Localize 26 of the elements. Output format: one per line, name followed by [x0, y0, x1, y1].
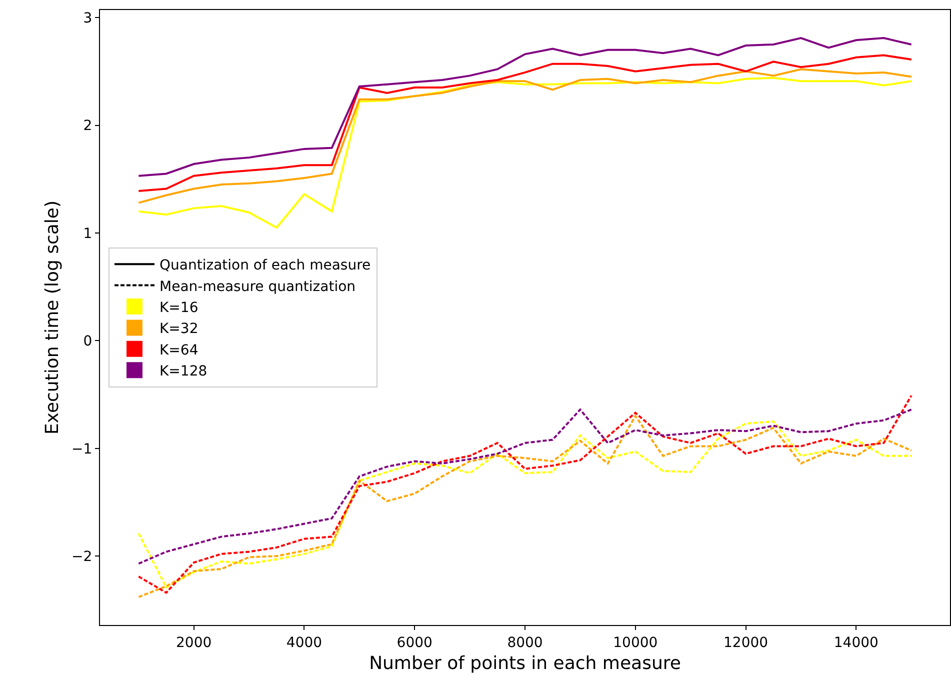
legend-label: K=64 — [160, 342, 198, 358]
y-tick-label: 0 — [83, 334, 92, 350]
y-tick-label: −2 — [72, 548, 92, 565]
y-tick-label: 1 — [83, 226, 92, 242]
y-tick-label: −1 — [72, 441, 92, 458]
x-tick-label: 12000 — [724, 634, 768, 651]
legend-label: K=32 — [160, 321, 198, 338]
line-series — [138, 408, 912, 565]
y-axis-title: Execution time (log scale) — [42, 200, 63, 435]
legend-label: K=128 — [160, 364, 208, 380]
line-series — [138, 76, 912, 229]
x-tick-label: 10000 — [613, 634, 658, 651]
x-tick-label: 6000 — [396, 634, 432, 651]
x-tick-label: 8000 — [507, 634, 543, 651]
x-tick-label: 2000 — [176, 634, 212, 651]
annotation: Mean-measure quantization — [160, 278, 356, 295]
y-tick-label: 3 — [83, 10, 92, 26]
line-series — [138, 68, 912, 204]
x-tick-label: 4000 — [286, 634, 322, 651]
x-axis-title: Number of points in each measure — [369, 652, 681, 674]
legend-label: K=16 — [160, 300, 198, 316]
x-tick-label: 14000 — [834, 634, 878, 651]
annotation: Quantization of each measure — [160, 258, 371, 274]
line-series — [138, 54, 912, 192]
y-tick-label: 2 — [83, 118, 92, 134]
line-series — [138, 37, 912, 177]
